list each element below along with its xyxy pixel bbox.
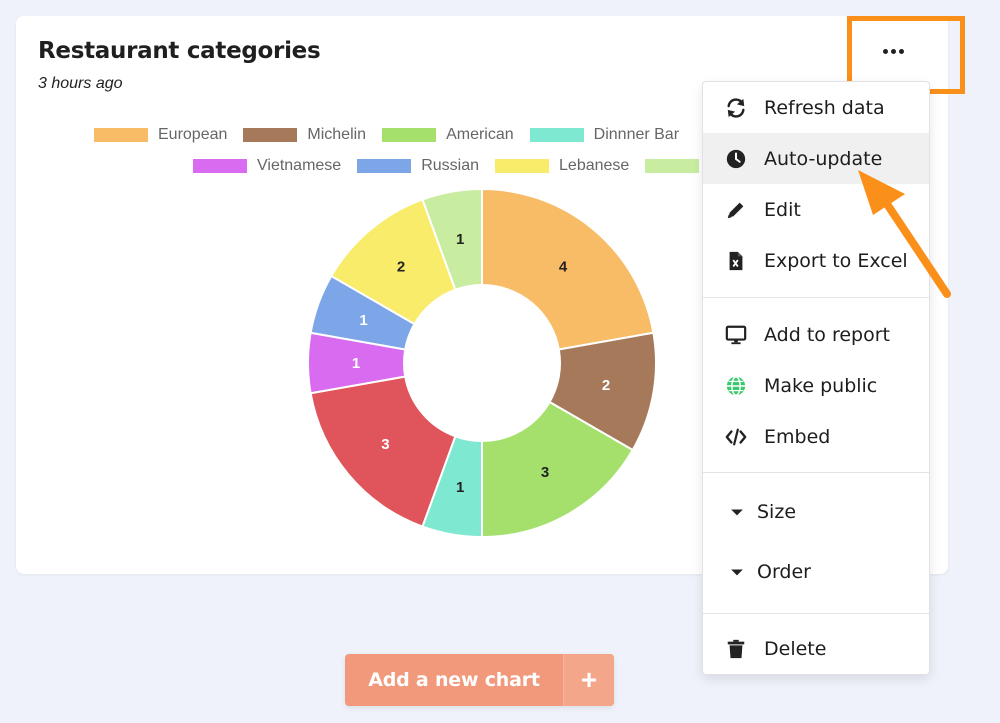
card-title: Restaurant categories	[38, 38, 321, 64]
chart-legend: Vietnamese Russian Lebanese	[193, 157, 725, 175]
legend-item[interactable]: Russian	[357, 157, 479, 175]
chart-options-menu: Refresh data Auto-update Edit Export to …	[702, 81, 930, 675]
legend-item[interactable]: Dinnner Bar	[529, 126, 680, 144]
legend-label: European	[158, 126, 228, 143]
donut-slice-american[interactable]	[481, 400, 635, 539]
trash-icon	[724, 637, 748, 661]
refresh-icon	[724, 96, 748, 120]
legend-label: Vietnamese	[257, 157, 342, 174]
monitor-icon	[724, 323, 748, 347]
legend-label: Dinnner Bar	[593, 126, 680, 143]
menu-divider	[703, 472, 929, 473]
donut-slice-european[interactable]	[481, 187, 655, 351]
menu-item-add-to-report[interactable]: Add to report	[703, 309, 929, 360]
legend-label: Russian	[421, 157, 480, 174]
menu-item-label: Size	[757, 500, 797, 523]
dot-icon	[890, 48, 896, 54]
menu-item-label: Refresh data	[764, 96, 885, 119]
chart-legend: European Michelin American Dinnner Bar	[94, 126, 695, 144]
legend-label: Michelin	[307, 126, 367, 143]
legend-swatch	[193, 159, 247, 173]
clock-icon	[724, 147, 748, 171]
legend-swatch	[645, 159, 700, 173]
code-icon	[724, 425, 748, 449]
legend-label: Lebanese	[559, 157, 630, 174]
menu-item-label: Export to Excel	[764, 249, 908, 272]
dot-icon	[882, 48, 888, 54]
menu-item-delete[interactable]: Delete	[703, 623, 929, 674]
legend-item[interactable]: Lebanese	[495, 157, 629, 175]
menu-item-embed[interactable]: Embed	[703, 411, 929, 462]
card-timestamp: 3 hours ago	[38, 75, 123, 92]
menu-item-auto-update[interactable]: Auto-update	[703, 133, 929, 184]
legend-swatch	[495, 159, 550, 173]
legend-swatch	[529, 128, 584, 142]
menu-item-make-public[interactable]: Make public	[703, 360, 929, 411]
legend-swatch	[357, 159, 412, 173]
pencil-icon	[724, 198, 748, 222]
legend-label: American	[446, 126, 514, 143]
menu-item-export-to-excel[interactable]: Export to Excel	[703, 235, 929, 286]
dot-icon	[898, 48, 904, 54]
menu-item-size[interactable]: Size	[703, 486, 929, 537]
menu-item-label: Make public	[764, 374, 878, 397]
menu-item-order[interactable]: Order	[703, 546, 929, 597]
globe-icon	[724, 374, 748, 398]
legend-item[interactable]	[645, 159, 709, 173]
legend-item[interactable]: Vietnamese	[193, 157, 341, 175]
add-new-chart-button[interactable]: Add a new chart +	[345, 654, 614, 706]
caret-down-icon	[727, 560, 747, 584]
menu-item-label: Embed	[764, 425, 831, 448]
legend-item[interactable]: Michelin	[243, 126, 366, 144]
add-new-chart-label: Add a new chart	[368, 669, 540, 691]
donut-slice-chinese[interactable]	[421, 187, 483, 291]
legend-swatch	[382, 128, 437, 142]
menu-item-edit[interactable]: Edit	[703, 184, 929, 235]
menu-item-refresh-data[interactable]: Refresh data	[703, 82, 929, 133]
menu-divider	[703, 613, 929, 614]
menu-divider	[703, 297, 929, 298]
menu-item-label: Edit	[764, 198, 801, 221]
more-options-button[interactable]	[876, 36, 910, 66]
donut-slice-italian[interactable]	[309, 375, 457, 528]
legend-swatch	[243, 128, 298, 142]
menu-item-label: Order	[757, 560, 811, 583]
menu-item-label: Delete	[764, 637, 827, 660]
menu-item-label: Auto-update	[764, 147, 883, 170]
plus-icon: +	[563, 654, 614, 706]
legend-swatch	[94, 128, 148, 142]
excel-file-icon	[724, 249, 748, 273]
menu-item-label: Add to report	[764, 323, 890, 346]
legend-item[interactable]: European	[94, 126, 227, 144]
caret-down-icon	[727, 500, 747, 524]
legend-item[interactable]: American	[382, 126, 514, 144]
